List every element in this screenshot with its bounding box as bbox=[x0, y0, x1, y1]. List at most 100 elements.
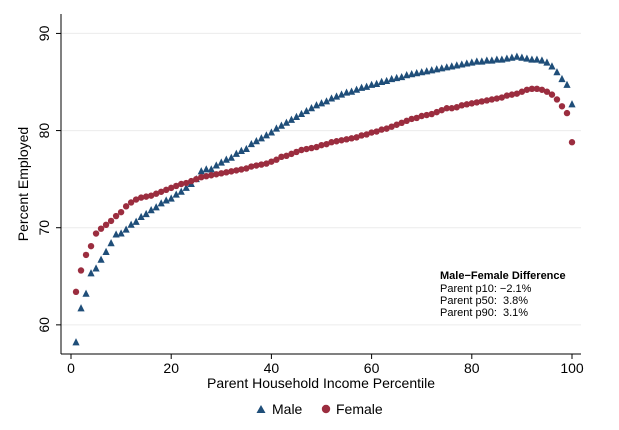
female-point-50 bbox=[318, 141, 325, 149]
female-point-54 bbox=[338, 137, 345, 144]
male-point-23 bbox=[182, 183, 190, 191]
female-point-47 bbox=[303, 145, 310, 153]
female-point-91 bbox=[523, 86, 531, 93]
female-point-34 bbox=[238, 166, 245, 173]
legend-male-marker bbox=[256, 405, 266, 413]
female-point-29 bbox=[213, 171, 220, 178]
female-point-83 bbox=[483, 97, 491, 104]
male-point-19 bbox=[162, 196, 170, 204]
male-point-34 bbox=[237, 146, 245, 154]
female-point-97 bbox=[553, 96, 561, 103]
female-point-33 bbox=[233, 167, 240, 174]
female-point-17 bbox=[152, 190, 160, 197]
male-point-78 bbox=[458, 60, 466, 68]
female-point-88 bbox=[508, 91, 516, 98]
gridlines bbox=[61, 32, 581, 326]
female-point-82 bbox=[478, 98, 486, 105]
male-point-49 bbox=[312, 101, 321, 109]
female-point-98 bbox=[558, 103, 566, 110]
male-point-11 bbox=[122, 225, 130, 233]
female-point-46 bbox=[298, 146, 305, 154]
female-point-27 bbox=[203, 173, 210, 180]
male-point-36 bbox=[247, 139, 255, 148]
female-point-21 bbox=[173, 182, 180, 190]
male-point-58 bbox=[357, 83, 366, 91]
female-point-36 bbox=[248, 163, 255, 170]
female-point-20 bbox=[168, 184, 175, 192]
male-point-61 bbox=[373, 79, 381, 87]
male-point-44 bbox=[287, 115, 296, 123]
male-point-77 bbox=[453, 61, 461, 69]
female-point-32 bbox=[228, 168, 235, 175]
female-point-31 bbox=[223, 169, 230, 176]
female-point-59 bbox=[363, 131, 370, 138]
female-point-56 bbox=[348, 135, 355, 142]
female-point-55 bbox=[343, 136, 350, 143]
female-point-16 bbox=[147, 192, 155, 199]
female-point-73 bbox=[433, 108, 440, 116]
male-point-41 bbox=[272, 124, 281, 132]
male-point-10 bbox=[117, 229, 125, 237]
female-point-80 bbox=[468, 100, 475, 107]
male-point-56 bbox=[347, 87, 356, 95]
male-point-73 bbox=[433, 65, 441, 73]
male-point-30 bbox=[217, 158, 225, 166]
annotation-title: Male−Female Difference bbox=[440, 270, 566, 282]
male-point-31 bbox=[222, 155, 230, 163]
female-point-68 bbox=[408, 115, 415, 123]
male-point-15 bbox=[142, 209, 150, 218]
male-point-2 bbox=[77, 304, 85, 312]
male-point-17 bbox=[152, 203, 160, 211]
legend-female-marker bbox=[321, 404, 331, 414]
female-point-11 bbox=[122, 203, 130, 210]
male-point-97 bbox=[553, 68, 561, 76]
female-point-63 bbox=[383, 125, 390, 132]
male-point-68 bbox=[408, 70, 416, 78]
male-point-20 bbox=[167, 194, 175, 202]
male-point-26 bbox=[197, 167, 205, 175]
female-point-67 bbox=[403, 117, 410, 125]
female-point-38 bbox=[258, 161, 265, 168]
male-point-83 bbox=[483, 56, 491, 64]
male-point-13 bbox=[132, 217, 140, 225]
female-point-1 bbox=[72, 288, 80, 296]
male-point-99 bbox=[563, 80, 571, 88]
female-point-87 bbox=[503, 92, 511, 99]
female-point-58 bbox=[358, 132, 365, 139]
female-point-25 bbox=[193, 175, 200, 183]
female-point-93 bbox=[533, 85, 541, 93]
male-point-50 bbox=[317, 99, 326, 107]
male-point-3 bbox=[82, 289, 90, 297]
legend-female-label: Female bbox=[336, 401, 383, 417]
female-point-26 bbox=[198, 174, 205, 181]
female-point-57 bbox=[353, 134, 360, 141]
x-axis-title: Parent Household Income Percentile bbox=[207, 375, 435, 391]
x-tick-label-20: 20 bbox=[163, 360, 179, 376]
female-point-28 bbox=[208, 172, 215, 179]
x-tick-label-60: 60 bbox=[364, 360, 380, 376]
male-point-80 bbox=[468, 58, 476, 66]
female-point-45 bbox=[293, 148, 300, 156]
male-point-62 bbox=[378, 77, 386, 85]
male-point-89 bbox=[513, 52, 521, 60]
male-point-100 bbox=[568, 100, 576, 108]
male-point-29 bbox=[212, 161, 220, 169]
female-point-85 bbox=[493, 95, 501, 102]
female-point-30 bbox=[218, 170, 225, 177]
y-tick-label-80: 80 bbox=[36, 123, 52, 139]
male-point-14 bbox=[137, 212, 145, 221]
annotation-line-p50: Parent p50: 3.8% bbox=[440, 295, 528, 307]
female-point-76 bbox=[448, 105, 455, 112]
male-point-21 bbox=[172, 190, 180, 198]
female-point-72 bbox=[428, 110, 435, 118]
female-point-19 bbox=[162, 186, 170, 194]
male-point-8 bbox=[107, 239, 115, 247]
male-point-74 bbox=[438, 64, 446, 72]
female-point-48 bbox=[308, 144, 315, 152]
female-point-8 bbox=[107, 217, 115, 225]
male-point-38 bbox=[257, 134, 265, 142]
female-point-53 bbox=[333, 138, 340, 145]
male-point-54 bbox=[337, 90, 346, 98]
x-tick-label-40: 40 bbox=[264, 360, 280, 376]
female-point-81 bbox=[473, 99, 481, 106]
